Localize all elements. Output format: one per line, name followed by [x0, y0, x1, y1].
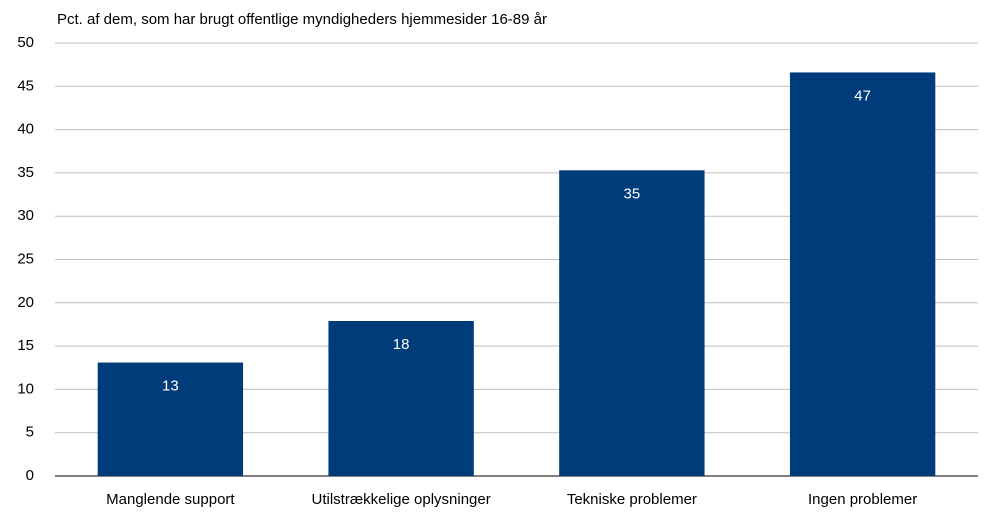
x-tick-label: Ingen problemer — [808, 491, 917, 508]
bar — [97, 362, 244, 476]
chart-title: Pct. af dem, som har brugt offentlige my… — [57, 11, 547, 28]
y-tick-label: 15 — [17, 337, 34, 354]
y-tick-label: 5 — [26, 424, 34, 441]
y-tick-label: 0 — [26, 467, 34, 484]
x-tick-label: Utilstrækkelige oplysninger — [312, 491, 491, 508]
y-tick-label: 50 — [17, 34, 34, 51]
y-tick-label: 10 — [17, 380, 34, 397]
data-label: 47 — [854, 87, 871, 104]
x-tick-label: Tekniske problemer — [567, 491, 697, 508]
y-tick-label: 30 — [17, 207, 34, 224]
bar — [559, 170, 705, 476]
y-tick-label: 20 — [17, 294, 34, 311]
y-tick-label: 25 — [17, 250, 34, 267]
data-label: 13 — [162, 378, 179, 395]
bar — [789, 72, 936, 476]
bar — [328, 320, 474, 476]
x-tick-label: Manglende support — [106, 491, 235, 508]
y-tick-label: 45 — [17, 77, 34, 94]
data-label: 18 — [393, 336, 410, 353]
data-label: 35 — [624, 185, 641, 202]
y-tick-label: 35 — [17, 164, 34, 181]
y-tick-label: 40 — [17, 121, 34, 138]
